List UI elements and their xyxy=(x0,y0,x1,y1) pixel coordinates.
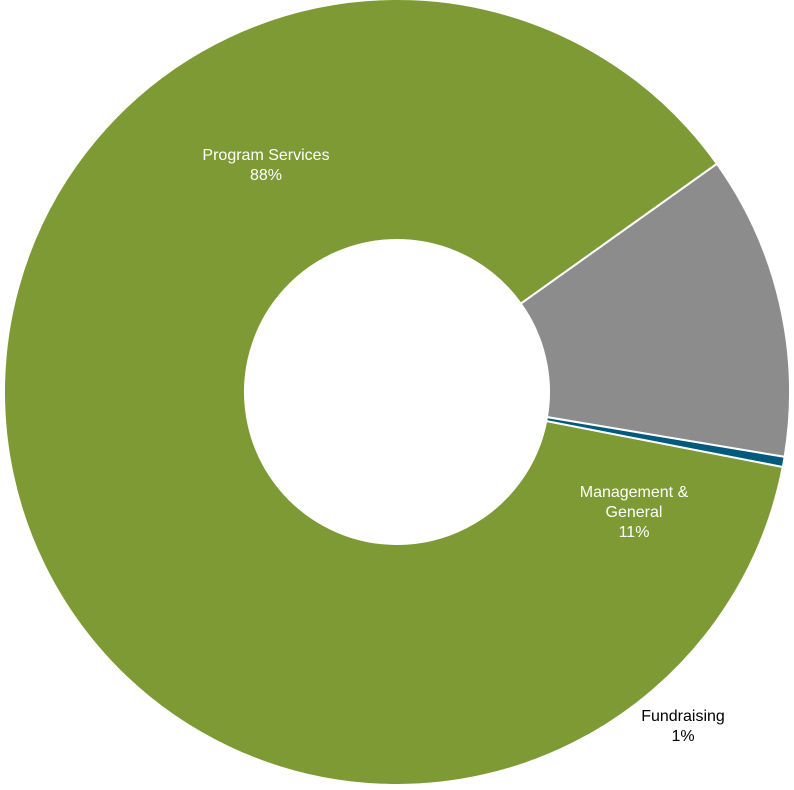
slice-label-0: Program Services 88% xyxy=(202,147,329,184)
slice-label-line: Program Services xyxy=(202,147,329,164)
slice-percent: 11% xyxy=(619,524,650,541)
donut-labels: Program Services 88% Management & General 11… xyxy=(202,147,724,745)
slice-label-line: Fundraising xyxy=(641,708,725,725)
slice-percent: 88% xyxy=(250,167,282,184)
slice-label-2: Fundraising 1% xyxy=(641,708,725,745)
slice-label-1: Management & General 11% xyxy=(580,484,689,541)
donut-slice-0 xyxy=(3,0,784,786)
donut-slice-2 xyxy=(519,162,791,459)
donut-slice-1 xyxy=(545,415,786,469)
slice-label-line: Management & xyxy=(580,484,689,501)
slice-label-line: General xyxy=(606,504,663,521)
slice-percent: 1% xyxy=(671,728,694,745)
donut-slices xyxy=(3,0,791,786)
